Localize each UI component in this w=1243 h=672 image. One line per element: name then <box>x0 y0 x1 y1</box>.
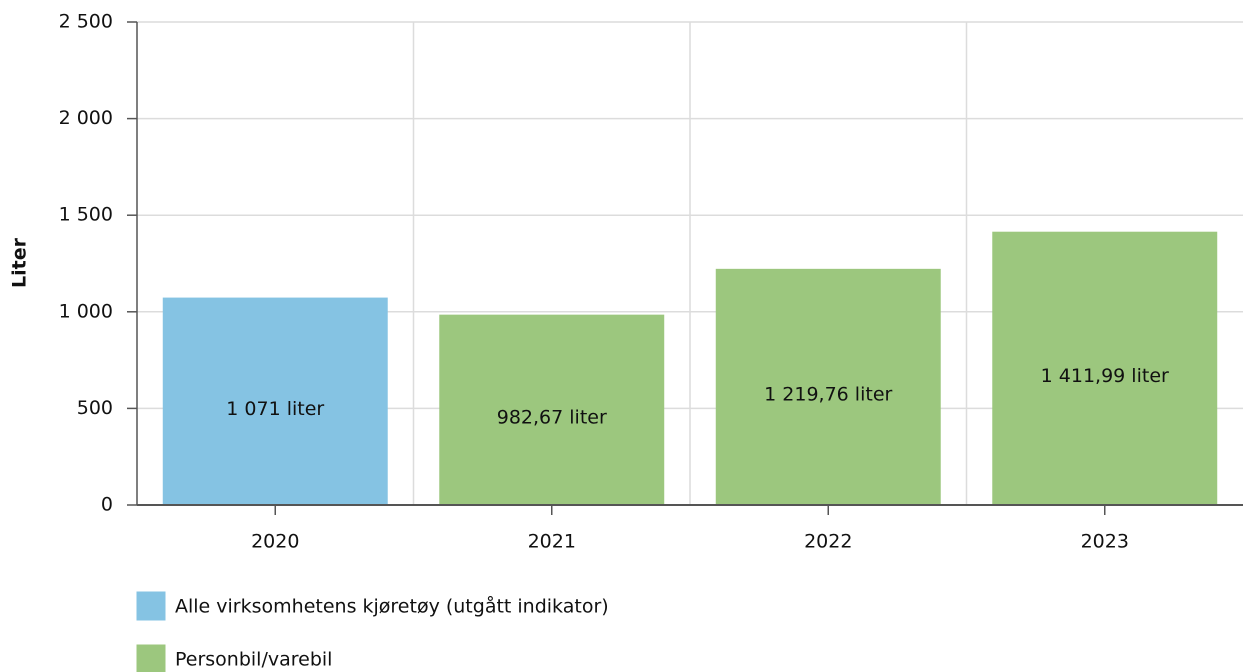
legend-swatch <box>136 644 166 672</box>
y-tick-label: 2 500 <box>59 11 113 33</box>
legend-label: Personbil/varebil <box>175 649 332 671</box>
value-label: 1 411,99 liter <box>1041 365 1169 387</box>
y-tick-label: 1 500 <box>59 204 113 226</box>
y-axis-label: Liter <box>9 237 31 288</box>
bar <box>992 231 1218 506</box>
value-label: 1 071 liter <box>226 398 324 420</box>
x-tick-label: 2023 <box>1081 531 1129 553</box>
legend-swatch <box>136 591 166 621</box>
legend-label: Alle virksomhetens kjøretøy (utgått indi… <box>175 595 609 618</box>
y-tick-label: 0 <box>101 494 113 516</box>
x-tick-label: 2021 <box>528 531 576 553</box>
y-tick-label: 500 <box>77 397 113 419</box>
value-label: 1 219,76 liter <box>764 384 892 406</box>
x-tick-label: 2022 <box>804 531 852 553</box>
value-label: 982,67 liter <box>497 407 607 429</box>
bar <box>715 268 941 506</box>
x-tick-label: 2020 <box>251 531 299 553</box>
y-tick-label: 1 000 <box>59 300 113 322</box>
bar <box>439 314 665 506</box>
y-tick-label: 2 000 <box>59 107 113 129</box>
bar <box>162 297 388 506</box>
